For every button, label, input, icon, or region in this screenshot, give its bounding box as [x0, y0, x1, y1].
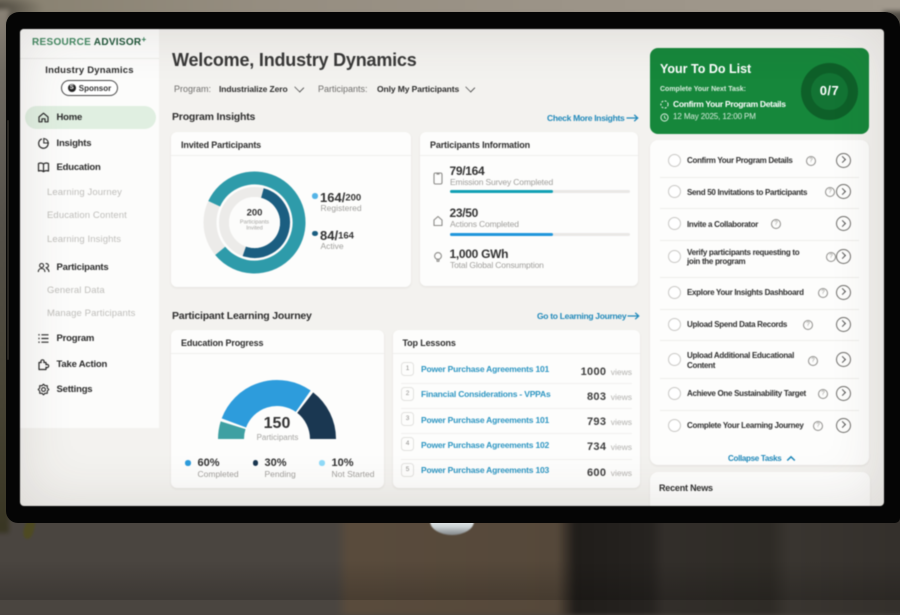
svg-text:Invited: Invited	[246, 226, 262, 232]
svg-text:Participants: Participants	[240, 220, 269, 226]
svg-text:200: 200	[247, 208, 263, 219]
